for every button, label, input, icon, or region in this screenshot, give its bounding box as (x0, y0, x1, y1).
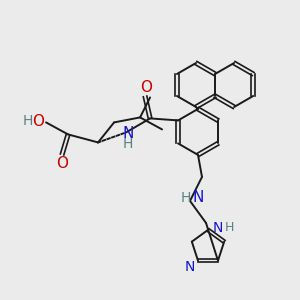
Text: O: O (140, 80, 152, 95)
Text: O: O (32, 114, 44, 129)
Text: O: O (56, 156, 68, 171)
Text: H: H (181, 191, 191, 205)
Text: H: H (224, 221, 234, 234)
Text: N: N (192, 190, 204, 206)
Text: N: N (185, 260, 195, 274)
Text: N: N (213, 221, 223, 235)
Text: N: N (122, 126, 134, 141)
Text: H: H (23, 114, 33, 128)
Text: H: H (123, 137, 133, 152)
